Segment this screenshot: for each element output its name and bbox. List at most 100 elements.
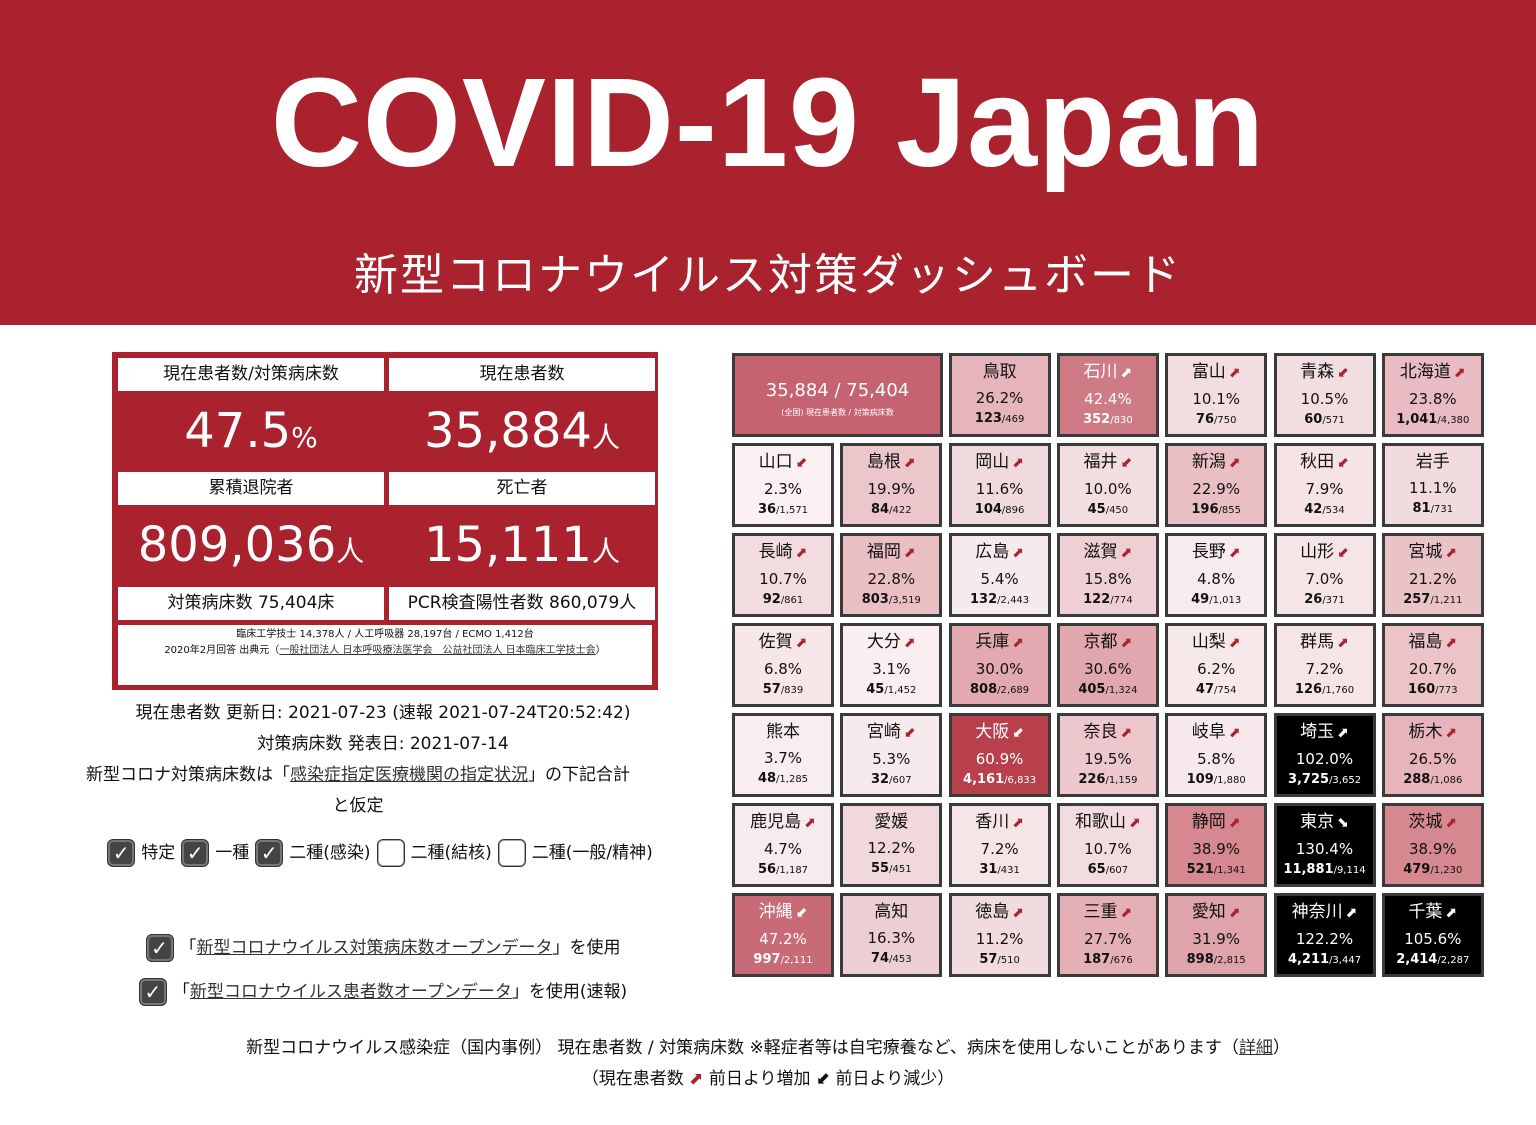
prefecture-tile[interactable]: 静岡 ⬈ 38.9% 521/1,341 <box>1165 803 1268 887</box>
bed-type-option[interactable]: 二種(結核) <box>376 836 492 870</box>
prefecture-tile[interactable]: 神奈川 ⬈ 122.2% 4,211/3,447 <box>1273 893 1376 977</box>
patients-beds: 76/750 <box>1195 412 1237 427</box>
prefecture-tile[interactable]: 香川 ⬈ 7.2% 31/431 <box>948 803 1051 887</box>
prefecture-tile[interactable]: 新潟 ⬈ 22.9% 196/855 <box>1165 443 1268 527</box>
prefecture-tile[interactable]: 岩手 11.1% 81/731 <box>1381 443 1484 527</box>
trend-arrow-icon: ⬈ <box>1120 725 1133 741</box>
checkbox-opendata-patients[interactable]: ✓ <box>138 978 167 1006</box>
prefecture-tile[interactable]: 石川 ⬈ 42.4% 352/830 <box>1056 353 1159 437</box>
trend-arrow-icon: ⬈ <box>1337 725 1349 741</box>
ratio-label: 現在患者数/対策病床数 <box>118 358 384 391</box>
prefecture-tile[interactable]: 千葉 ⬈ 105.6% 2,414/2,287 <box>1381 893 1484 977</box>
prefecture-tile[interactable]: 佐賀 ⬈ 6.8% 57/839 <box>732 623 834 707</box>
prefecture-name: 愛知 ⬈ <box>1191 902 1241 922</box>
prefecture-tile[interactable]: 山梨 ⬈ 6.2% 47/754 <box>1165 623 1268 707</box>
occupancy-rate: 3.1% <box>872 660 911 678</box>
prefecture-tile[interactable]: 東京 ⬊ 130.4% 11,881/9,114 <box>1273 803 1376 887</box>
patients-beds: 808/2,689 <box>970 682 1030 697</box>
prefecture-tile[interactable]: 大分 ⬈ 3.1% 45/1,452 <box>840 623 943 707</box>
checkbox-bed-type[interactable]: ✓ <box>181 839 210 867</box>
prefecture-tile[interactable]: 鹿児島 ⬈ 4.7% 56/1,187 <box>732 803 834 887</box>
trend-arrow-icon: ⬋ <box>1012 725 1024 741</box>
prefecture-tile[interactable]: 茨城 ⬈ 38.9% 479/1,230 <box>1381 803 1484 887</box>
prefecture-tile[interactable]: 滋賀 ⬈ 15.8% 122/774 <box>1056 533 1159 617</box>
patients-beds: 898/2,815 <box>1186 952 1246 967</box>
prefecture-tile[interactable]: 宮城 ⬈ 21.2% 257/1,211 <box>1381 533 1484 617</box>
occupancy-rate: 3.7% <box>763 749 803 767</box>
prefecture-name: 大分 ⬈ <box>866 632 916 652</box>
prefecture-tile[interactable]: 福島 ⬈ 20.7% 160/773 <box>1381 623 1484 707</box>
opendata-patients-link[interactable]: 新型コロナウイルス患者数オープンデータ <box>189 982 512 1002</box>
occupancy-rate: 15.8% <box>1084 570 1132 588</box>
opendata-beds-row: ✓ 「新型コロナウイルス対策病床数オープンデータ」を使用 <box>80 926 686 970</box>
trend-arrow-icon: ⬈ <box>1337 635 1349 651</box>
prefecture-tile[interactable]: 岐阜 ⬈ 5.8% 109/1,880 <box>1165 713 1268 797</box>
prefecture-name: 熊本 <box>766 722 800 742</box>
trend-arrow-icon: ⬈ <box>1445 815 1458 831</box>
patients-beds: 36/1,571 <box>757 502 809 517</box>
prefecture-tile[interactable]: 山形 ⬋ 7.0% 26/371 <box>1273 533 1376 617</box>
patients-beds: 521/1,341 <box>1186 862 1246 877</box>
national-total-tile[interactable]: 35,884 / 75,404 (全国) 現在患者数 / 対策病床数 <box>732 353 943 437</box>
prefecture-tile[interactable]: 秋田 ⬋ 7.9% 42/534 <box>1273 443 1376 527</box>
prefecture-tile[interactable]: 長崎 ⬈ 10.7% 92/861 <box>732 533 834 617</box>
prefecture-tile[interactable]: 長野 ⬈ 4.8% 49/1,013 <box>1165 533 1268 617</box>
prefecture-tile[interactable]: 広島 ⬈ 5.4% 132/2,443 <box>948 533 1051 617</box>
prefecture-tile[interactable]: 和歌山 ⬈ 10.7% 65/607 <box>1056 803 1159 887</box>
designation-link[interactable]: 感染症指定医療機関の指定状況 <box>290 765 528 785</box>
prefecture-tile[interactable]: 埼玉 ⬈ 102.0% 3,725/3,652 <box>1273 713 1376 797</box>
occupancy-rate: 12.2% <box>867 839 916 857</box>
trend-arrow-icon: ⬈ <box>1120 635 1133 651</box>
bed-type-option[interactable]: ✓ 二種(感染) <box>255 836 371 870</box>
bed-type-option[interactable]: 二種(一般/精神) <box>497 836 653 870</box>
prefecture-name: 東京 ⬊ <box>1300 812 1349 832</box>
prefecture-tile[interactable]: 宮崎 ⬋ 5.3% 32/607 <box>840 713 943 797</box>
prefecture-tile[interactable]: 山口 ⬋ 2.3% 36/1,571 <box>732 443 834 527</box>
checkbox-bed-type[interactable] <box>497 839 526 867</box>
prefecture-tile[interactable]: 島根 ⬈ 19.9% 84/422 <box>840 443 943 527</box>
prefecture-tile[interactable]: 京都 ⬈ 30.6% 405/1,324 <box>1056 623 1159 707</box>
prefecture-tile[interactable]: 徳島 ⬈ 11.2% 57/510 <box>948 893 1051 977</box>
prefecture-tile[interactable]: 栃木 ⬈ 26.5% 288/1,086 <box>1381 713 1484 797</box>
prefecture-tile[interactable]: 奈良 ⬈ 19.5% 226/1,159 <box>1056 713 1159 797</box>
patients-beds: 405/1,324 <box>1078 682 1138 697</box>
prefecture-tile[interactable]: 兵庫 ⬈ 30.0% 808/2,689 <box>948 623 1051 707</box>
checkbox-bed-type[interactable]: ✓ <box>107 839 136 867</box>
prefecture-tile[interactable]: 北海道 ⬈ 23.8% 1,041/4,380 <box>1381 353 1484 437</box>
prefecture-tile[interactable]: 福岡 ⬈ 22.8% 803/3,519 <box>840 533 943 617</box>
prefecture-tile[interactable]: 岡山 ⬈ 11.6% 104/896 <box>948 443 1051 527</box>
stats-panel: 現在患者数/対策病床数 現在患者数 47.5% 35,884人 累積退院者 死亡… <box>112 352 658 690</box>
patients-beds: 45/450 <box>1087 502 1129 517</box>
checkbox-bed-type[interactable] <box>376 839 405 867</box>
prefecture-tile[interactable]: 福井 ⬋ 10.0% 45/450 <box>1056 443 1159 527</box>
patients-beds: 31/431 <box>979 862 1020 877</box>
prefecture-tile[interactable]: 鳥取 26.2% 123/469 <box>948 353 1051 437</box>
page-title: COVID-19 Japan <box>270 52 1266 193</box>
patients-beds: 84/422 <box>871 502 912 517</box>
update-info: 現在患者数 更新日: 2021-07-23 (速報 2021-07-24T20:… <box>80 698 686 822</box>
trend-arrow-icon: ⬈ <box>903 545 916 561</box>
trend-arrow-icon: ⬈ <box>1228 365 1241 381</box>
prefecture-tile[interactable]: 沖縄 ⬋ 47.2% 997/2,111 <box>732 893 834 977</box>
prefecture-tile[interactable]: 青森 ⬋ 10.5% 60/571 <box>1273 353 1376 437</box>
occupancy-rate: 5.4% <box>980 570 1019 588</box>
prefecture-name: 石川 ⬈ <box>1083 362 1133 382</box>
prefecture-tile[interactable]: 高知 16.3% 74/453 <box>840 893 943 977</box>
prefecture-tile[interactable]: 三重 ⬈ 27.7% 187/676 <box>1056 893 1159 977</box>
prefecture-tile[interactable]: 富山 ⬈ 10.1% 76/750 <box>1165 353 1268 437</box>
prefecture-tile[interactable]: 愛知 ⬈ 31.9% 898/2,815 <box>1165 893 1268 977</box>
patients-beds: 81/731 <box>1412 501 1454 516</box>
patients-beds: 48/1,285 <box>757 771 809 786</box>
details-link[interactable]: 詳細 <box>1238 1038 1273 1058</box>
prefecture-tile[interactable]: 群馬 ⬈ 7.2% 126/1,760 <box>1273 623 1376 707</box>
prefecture-tile[interactable]: 大阪 ⬋ 60.9% 4,161/6,833 <box>948 713 1051 797</box>
prefecture-tile[interactable]: 熊本 3.7% 48/1,285 <box>732 713 834 797</box>
prefecture-tile[interactable]: 愛媛 12.2% 55/451 <box>840 803 943 887</box>
source-link[interactable]: 一般社団法人 日本呼吸療法医学会 公益社団法人 日本臨床工学技士会 <box>279 645 596 656</box>
bed-type-option[interactable]: ✓ 特定 <box>107 836 175 870</box>
checkbox-opendata-beds[interactable]: ✓ <box>145 934 174 962</box>
opendata-beds-link[interactable]: 新型コロナウイルス対策病床数オープンデータ <box>196 938 553 958</box>
prefecture-name: 広島 ⬈ <box>975 542 1024 562</box>
checkbox-bed-type[interactable]: ✓ <box>255 839 284 867</box>
bed-type-option[interactable]: ✓ 一種 <box>181 836 249 870</box>
